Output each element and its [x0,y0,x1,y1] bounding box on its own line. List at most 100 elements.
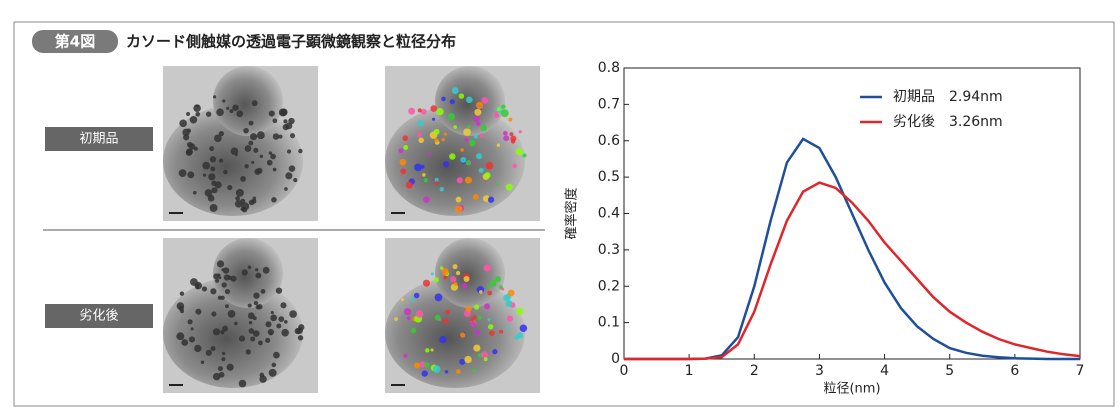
particle [431,117,436,121]
particle [253,300,259,306]
particle [208,173,216,181]
tem-particle-region [385,278,525,388]
particle [248,120,254,126]
particle [223,169,228,175]
particle [423,196,430,203]
particle [518,130,522,134]
particle [230,275,237,282]
particle [522,153,527,158]
particle [216,260,225,268]
particle [403,308,412,316]
particle [399,158,407,166]
particle [433,128,440,135]
particle [259,375,267,383]
particle [487,285,491,289]
particle [247,303,252,308]
particle [241,269,248,276]
particle [210,166,216,172]
particle [479,133,484,138]
particle [414,163,422,172]
particle [505,183,513,191]
particle [226,363,234,371]
particle [262,266,270,274]
particle [442,161,450,168]
particle [222,267,230,274]
particle [251,160,255,164]
particle [248,328,255,334]
particle [485,161,494,170]
particle [253,292,260,299]
particle [278,134,283,139]
particle [421,370,428,377]
particle [410,327,417,334]
particle [519,324,528,333]
tem-particle-region [163,278,303,388]
particle [484,303,491,310]
particle [418,137,424,144]
row-label: 初期品 [79,132,118,147]
particle [405,181,413,189]
particle [434,314,441,321]
particle [474,108,482,116]
particle [432,365,441,374]
tem-particle-region [163,106,303,216]
particle [234,153,238,157]
particle [417,108,422,113]
particle [194,344,202,353]
particle [298,148,303,154]
y-axis-label: 確率密度 [564,187,580,239]
particle [266,159,273,166]
particle [268,151,273,155]
y-tick-label: 0.3 [598,242,620,258]
particle [238,379,247,388]
particle [272,167,277,172]
particle [259,154,264,158]
particle [247,265,252,269]
particle [509,132,514,137]
particle [268,110,275,117]
particle [209,156,217,163]
particle [278,316,285,322]
particle [477,315,482,320]
particle [268,368,277,377]
particle [476,121,481,126]
particle [270,314,278,322]
particle [240,198,246,204]
y-tick-label: 0.4 [598,206,620,222]
particle [449,99,455,105]
particle [211,187,218,194]
particle [469,139,476,147]
particle [238,335,246,342]
particle [423,178,428,183]
particle [439,266,444,270]
particle [472,368,476,373]
particle [248,320,253,325]
particle [512,163,518,169]
particle [221,357,226,362]
frame [13,21,1115,407]
particle [505,299,513,308]
particle [285,172,293,180]
particle [494,111,498,115]
particle [465,305,472,312]
particle [283,119,288,124]
particle [406,316,411,320]
particle [218,276,222,280]
particle [464,137,469,142]
particle [252,196,257,201]
particle [218,371,225,378]
particle [227,310,236,318]
particle [255,268,259,272]
particle [253,147,259,153]
particle [487,318,491,322]
tem-images [163,66,540,393]
particle [281,328,290,337]
particle [205,349,212,356]
y-tick-label: 0.7 [598,96,620,112]
particle [284,187,288,191]
particle [453,125,457,129]
particle [514,334,520,341]
particle [286,149,292,154]
particle [186,141,193,148]
particle [420,108,427,115]
